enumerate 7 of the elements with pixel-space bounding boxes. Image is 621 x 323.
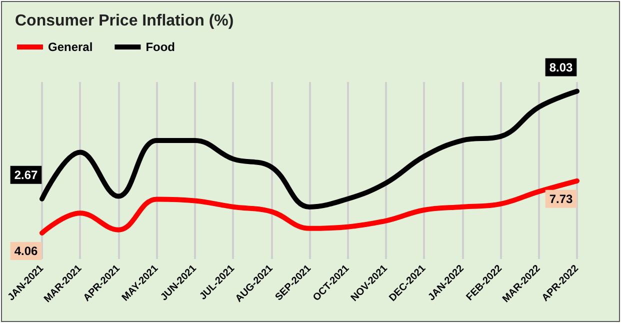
data-label: 8.03: [549, 60, 573, 74]
data-label: 2.67: [14, 168, 38, 182]
legend-label: General: [48, 40, 93, 54]
chart-title: Consumer Price Inflation (%): [15, 12, 234, 30]
data-label: 7.73: [549, 192, 573, 206]
data-label: 4.06: [14, 244, 38, 258]
legend-label: Food: [146, 40, 176, 54]
